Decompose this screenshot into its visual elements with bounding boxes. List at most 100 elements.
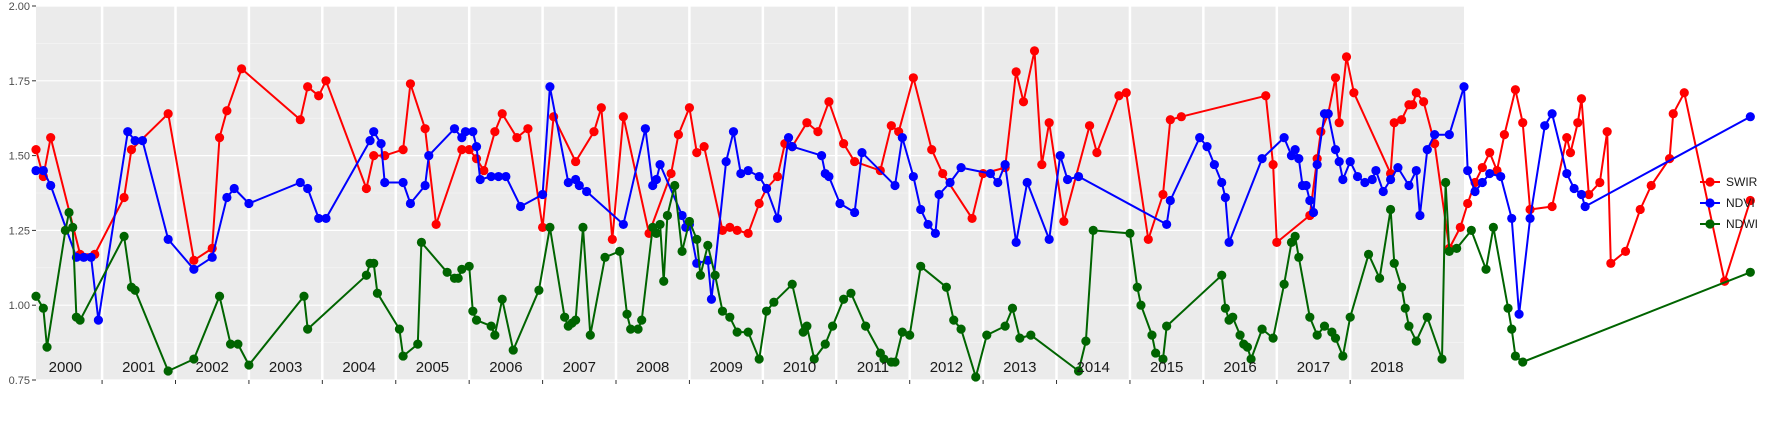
ndvi-point [1165, 195, 1175, 206]
ndvi-point [1422, 145, 1432, 155]
ndvi-point [651, 174, 661, 185]
ndvi-point [515, 201, 526, 212]
ndvi-point [163, 234, 173, 244]
ndwi-point [42, 342, 52, 352]
ndwi-point [585, 330, 595, 340]
ndwi-point [214, 291, 225, 301]
swir-point [431, 219, 441, 230]
swir-point [1143, 234, 1153, 244]
swir-point [1576, 94, 1587, 104]
year-label: 2007 [563, 359, 596, 376]
swir-point [405, 79, 416, 89]
ndwi-point [1220, 303, 1230, 313]
ndvi-point [1470, 186, 1480, 197]
ndwi-point [571, 315, 581, 325]
ndvi-point [229, 183, 239, 194]
ndwi-point [1015, 333, 1025, 343]
legend-label: NDWI [1726, 217, 1758, 231]
ndvi-point [655, 159, 665, 170]
ndvi-point [1580, 201, 1590, 212]
ndwi-point [60, 225, 70, 235]
legend-item-ndvi: NDVI [1700, 196, 1755, 210]
series-layer [31, 46, 1755, 382]
ndvi-point [835, 198, 845, 209]
ndwi-point [457, 264, 467, 274]
ndvi-point [1345, 156, 1355, 167]
ndwi-point [1404, 321, 1414, 331]
ndwi-point [1466, 225, 1476, 235]
swir-point [214, 133, 225, 143]
ndvi-point [582, 186, 592, 197]
year-label: 2014 [1077, 359, 1110, 376]
ndwi-point [1338, 351, 1348, 361]
swir-point [236, 64, 247, 74]
ndwi-point [703, 240, 713, 250]
ndvi-point [1162, 219, 1172, 230]
ndvi-point [1062, 174, 1073, 185]
ndwi-point [119, 231, 129, 241]
ndvi-point [985, 168, 996, 179]
ndwi-point [637, 315, 647, 325]
ndwi-point [468, 306, 478, 316]
ndwi-point [369, 258, 379, 268]
ndvi-point [850, 207, 860, 218]
swir-point [1037, 159, 1047, 170]
ndvi-point [1301, 180, 1311, 191]
swir-point [46, 133, 56, 143]
ndvi-point [369, 127, 379, 137]
ndwi-point [497, 294, 507, 304]
swir-point [596, 103, 606, 113]
ndvi-point [1485, 168, 1495, 179]
ndwi-point [299, 291, 309, 301]
ndvi-point [816, 151, 827, 161]
year-label: 2005 [416, 359, 449, 376]
swir-point [295, 115, 305, 125]
ndwi-point [600, 252, 610, 262]
ndwi-point [1081, 336, 1091, 346]
ndwi-point [717, 306, 728, 316]
ndvi-point [321, 213, 331, 224]
swir-point [1084, 121, 1095, 131]
year-label: 2000 [49, 359, 82, 376]
ndvi-point [1514, 309, 1524, 319]
ndwi-point [442, 267, 452, 277]
ndvi-point [1360, 177, 1370, 188]
ndwi-point [486, 321, 496, 331]
ndwi-point [1452, 243, 1462, 253]
ndvi-point [424, 151, 434, 161]
swir-point [1595, 177, 1605, 188]
ndwi-point [490, 330, 500, 340]
ndwi-point [916, 261, 926, 271]
swir-point [1396, 115, 1407, 125]
ndwi-point [1132, 282, 1142, 292]
ndvi-point [1463, 165, 1473, 176]
ndwi-point [1422, 312, 1432, 322]
legend-item-swir: SWIR [1700, 175, 1758, 189]
ndvi-point [471, 142, 482, 152]
ndvi-point [1202, 142, 1212, 152]
ndvi-point [706, 294, 717, 304]
ndvi-point [1000, 159, 1010, 170]
year-label: 2006 [489, 359, 522, 376]
year-label: 2001 [122, 359, 155, 376]
ndvi-point [486, 171, 496, 182]
swir-point [303, 82, 313, 92]
ndvi-point [1525, 213, 1535, 224]
ndvi-point [460, 127, 471, 137]
swir-point [398, 145, 408, 155]
ndvi-point [130, 136, 140, 146]
ndwi-point [1510, 351, 1520, 361]
ndwi-point [684, 216, 695, 227]
ndvi-point [1385, 174, 1396, 185]
ndvi-point [640, 124, 650, 134]
ndwi-point [398, 351, 408, 361]
ndwi-point [1319, 321, 1330, 331]
ndwi-point [416, 237, 427, 247]
ndwi-point [413, 339, 423, 349]
ndwi-point [1374, 273, 1385, 283]
swir-point [1485, 148, 1495, 158]
swir-point [222, 106, 232, 116]
series-ndwi [31, 177, 1755, 382]
swir-point [1389, 118, 1399, 128]
ndvi-point [1022, 177, 1032, 188]
